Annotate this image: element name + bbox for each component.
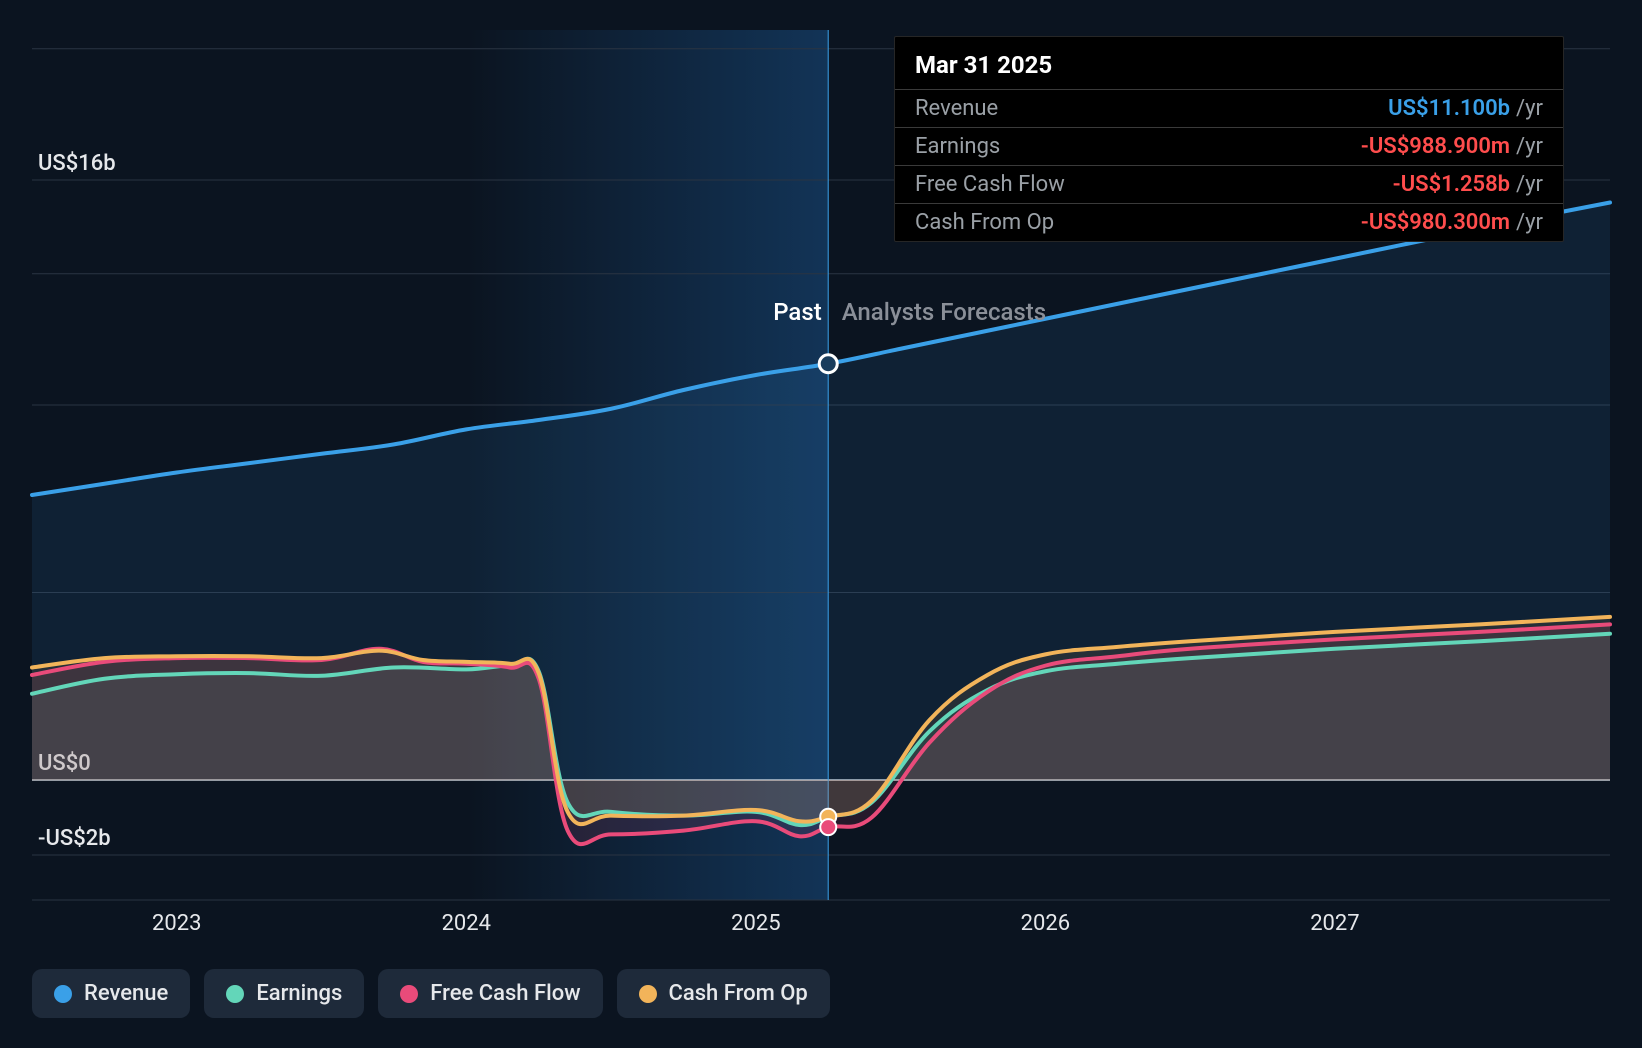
x-tick-label: 2026	[1021, 911, 1070, 936]
x-tick-label: 2023	[152, 911, 201, 936]
tooltip-row-label: Free Cash Flow	[915, 172, 1393, 197]
legend-item-label: Cash From Op	[669, 981, 808, 1006]
legend-item-label: Free Cash Flow	[430, 981, 580, 1006]
tooltip-row-value: US$11.100b	[1388, 96, 1510, 121]
forecast-label: Analysts Forecasts	[842, 298, 1046, 326]
tooltip-row: RevenueUS$11.100b/yr	[895, 89, 1563, 127]
tooltip-row-unit: /yr	[1516, 134, 1543, 159]
legend-item-cfo[interactable]: Cash From Op	[617, 969, 830, 1018]
tooltip-row-label: Earnings	[915, 134, 1361, 159]
tooltip-row-value: -US$1.258b	[1393, 172, 1510, 197]
y-tick-label: -US$2b	[38, 826, 111, 851]
past-forecast-labels: Past Analysts Forecasts	[773, 298, 1046, 326]
tooltip-row-unit: /yr	[1516, 96, 1543, 121]
legend-dot-icon	[226, 985, 244, 1003]
tooltip-row-unit: /yr	[1516, 210, 1543, 235]
highlight-marker-fcf	[820, 819, 836, 835]
legend-dot-icon	[400, 985, 418, 1003]
legend-item-fcf[interactable]: Free Cash Flow	[378, 969, 602, 1018]
legend-dot-icon	[639, 985, 657, 1003]
highlight-marker-revenue	[819, 355, 837, 373]
legend-dot-icon	[54, 985, 72, 1003]
tooltip-row-label: Cash From Op	[915, 210, 1361, 235]
legend-item-label: Earnings	[256, 981, 342, 1006]
legend-item-label: Revenue	[84, 981, 168, 1006]
tooltip-row: Earnings-US$988.900m/yr	[895, 127, 1563, 165]
legend-item-earnings[interactable]: Earnings	[204, 969, 364, 1018]
tooltip-date: Mar 31 2025	[895, 47, 1563, 89]
legend: Revenue Earnings Free Cash Flow Cash From O…	[32, 969, 830, 1018]
hover-tooltip: Mar 31 2025 RevenueUS$11.100b/yrEarnings…	[894, 36, 1564, 242]
tooltip-row: Free Cash Flow-US$1.258b/yr	[895, 165, 1563, 203]
tooltip-row-label: Revenue	[915, 96, 1388, 121]
x-tick-label: 2024	[442, 911, 491, 936]
chart-container: US$16bUS$0-US$2b20232024202520262027 Pas…	[0, 0, 1642, 1048]
tooltip-row: Cash From Op-US$980.300m/yr	[895, 203, 1563, 241]
x-tick-label: 2027	[1310, 911, 1359, 936]
tooltip-row-value: -US$980.300m	[1361, 210, 1510, 235]
past-label: Past	[773, 298, 821, 326]
x-tick-label: 2025	[731, 911, 780, 936]
y-tick-label: US$16b	[38, 151, 116, 176]
legend-item-revenue[interactable]: Revenue	[32, 969, 190, 1018]
tooltip-row-value: -US$988.900m	[1361, 134, 1510, 159]
tooltip-row-unit: /yr	[1516, 172, 1543, 197]
